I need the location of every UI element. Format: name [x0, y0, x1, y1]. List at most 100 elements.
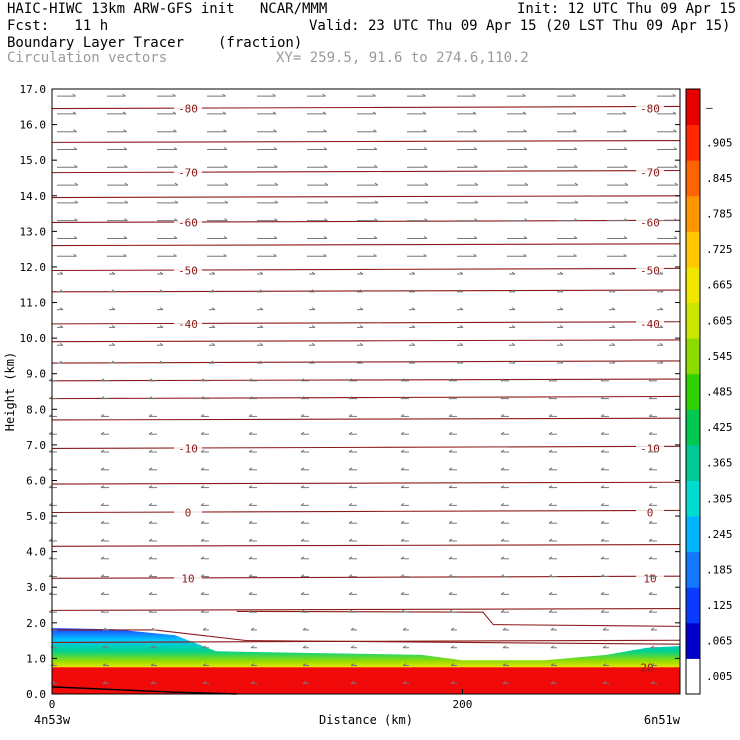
circulation-vector — [507, 111, 527, 115]
circulation-vector — [657, 342, 664, 346]
vector-head — [159, 342, 164, 346]
vector-head — [250, 663, 255, 666]
contour-label: -70 — [640, 167, 660, 180]
colorbar-label: .905 — [706, 136, 733, 149]
circulation-vector — [548, 449, 557, 453]
vector-head — [524, 164, 528, 168]
circulation-vector — [400, 591, 409, 595]
vector-head — [200, 556, 205, 560]
vector-head — [674, 164, 678, 168]
circulation-vector — [148, 413, 157, 417]
circulation-vector — [148, 431, 157, 435]
vector-head — [500, 538, 505, 542]
circulation-vector — [207, 93, 226, 97]
circulation-vector — [257, 360, 264, 364]
vector-head — [159, 325, 164, 328]
vector-head — [402, 663, 407, 666]
circulation-vector — [157, 342, 164, 346]
circulation-vector — [509, 271, 516, 275]
colorbar-label: .845 — [706, 172, 733, 185]
contour-label-bg — [636, 216, 664, 230]
vector-head — [148, 449, 153, 453]
vector-head — [302, 663, 307, 666]
vector-head — [600, 538, 605, 542]
vector-head — [200, 591, 205, 595]
circulation-vector — [200, 413, 209, 417]
contour-label-bg — [174, 264, 202, 278]
vector-head — [348, 378, 353, 382]
vector-head — [659, 325, 664, 328]
circulation-vector — [57, 129, 77, 133]
circulation-vector — [450, 663, 457, 667]
circulation-vector — [102, 645, 109, 649]
vector-head — [148, 591, 153, 595]
vector-head — [202, 645, 207, 649]
vector-head — [100, 396, 105, 400]
colorbar-cell — [686, 195, 700, 232]
circulation-vector — [502, 627, 509, 631]
vector-head — [623, 236, 628, 239]
vector-head — [248, 431, 253, 435]
vector-head — [273, 253, 277, 257]
circulation-vector — [148, 556, 157, 560]
vector-head — [148, 396, 153, 400]
circulation-vector — [348, 520, 357, 524]
circulation-vector — [157, 200, 179, 204]
vector-head — [100, 574, 105, 577]
circulation-vector — [400, 520, 409, 524]
circulation-vector — [157, 129, 177, 133]
circulation-vector — [457, 360, 464, 364]
circulation-vector — [557, 164, 578, 168]
vector-head — [348, 413, 353, 417]
circulation-vector — [500, 538, 509, 542]
vector-head — [559, 271, 564, 275]
vector-head — [300, 485, 305, 489]
circulation-vector — [300, 449, 309, 453]
colorbar-cell — [686, 444, 700, 481]
vector-head — [648, 574, 653, 577]
circulation-vector — [300, 538, 309, 542]
colorbar-cell — [686, 338, 700, 375]
circulation-vector — [500, 431, 509, 435]
circulation-vector — [402, 663, 409, 667]
vector-head — [111, 307, 116, 311]
circulation-vector — [57, 164, 78, 168]
circulation-vector — [57, 200, 79, 204]
circulation-vector — [657, 111, 677, 115]
circulation-vector — [348, 396, 357, 400]
vector-head — [523, 129, 527, 133]
circulation-vector — [648, 538, 657, 542]
vector-head — [248, 574, 253, 577]
circulation-vector — [500, 485, 509, 489]
circulation-vector — [202, 680, 209, 684]
vector-head — [348, 591, 353, 595]
contour-label: -50 — [178, 265, 198, 278]
circulation-vector — [409, 289, 416, 293]
vector-head — [402, 680, 407, 684]
vector-head — [500, 396, 505, 400]
vector-head — [59, 289, 64, 293]
circulation-vector — [602, 663, 609, 667]
contour-line — [51, 417, 681, 421]
vector-head — [448, 609, 453, 613]
circulation-vector — [357, 129, 377, 133]
contour-line — [51, 219, 681, 224]
vector-head — [473, 129, 477, 133]
vector-head — [200, 467, 205, 471]
circulation-vector — [657, 93, 676, 97]
vector-head — [450, 680, 455, 684]
circulation-vector — [150, 627, 157, 631]
vector-head — [548, 574, 553, 577]
circulation-vector — [307, 236, 328, 239]
circulation-vector — [600, 591, 609, 595]
vector-head — [659, 342, 664, 346]
contour-label-bg — [636, 102, 664, 116]
vector-head — [111, 325, 116, 328]
vector-head — [348, 431, 353, 435]
circulation-vector — [57, 147, 78, 150]
circulation-vector — [557, 360, 564, 364]
vector-head — [222, 111, 227, 115]
circulation-vector — [609, 289, 616, 293]
colorbar-label: .425 — [706, 421, 733, 434]
contour-label: 10 — [181, 572, 194, 585]
